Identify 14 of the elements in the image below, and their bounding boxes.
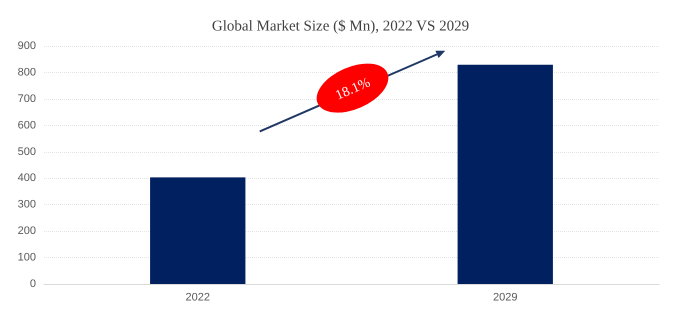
x-tick-label: 2029 — [493, 292, 518, 304]
y-tick-label: 600 — [18, 119, 36, 132]
y-tick-label: 300 — [18, 198, 36, 211]
annotation: 18.1% — [334, 75, 373, 104]
y-tick-label: 700 — [18, 92, 36, 105]
y-tick-label: 100 — [18, 252, 36, 264]
y-tick-label: 500 — [18, 146, 36, 158]
x-tick-label: 2022 — [186, 292, 210, 304]
y-tick-label: 400 — [18, 172, 36, 184]
y-tick-label: 200 — [18, 225, 36, 238]
chart-title: Global Market Size ($ Mn), 2022 VS 2029 — [212, 18, 470, 34]
y-tick-label: 0 — [30, 278, 36, 290]
y-tick-label: 800 — [18, 66, 36, 78]
y-tick-label: 900 — [18, 40, 36, 52]
